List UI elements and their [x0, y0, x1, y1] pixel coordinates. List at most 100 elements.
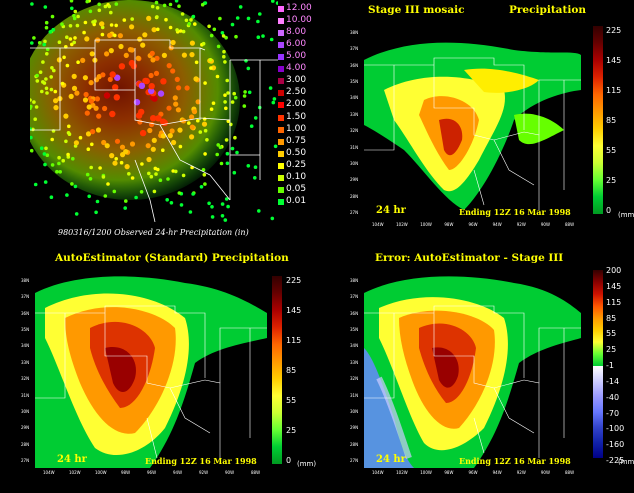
observed-scale-swatch: [278, 18, 284, 25]
error-colorbar-negative: [593, 366, 603, 458]
stage3-ending: Ending 12Z 16 Mar 1998: [459, 207, 571, 217]
stage3-scale-label: 225: [606, 26, 622, 35]
latitude-label: 31N: [350, 392, 359, 398]
gauge-observation-dot: [162, 3, 167, 8]
gauge-observation-dot: [95, 199, 100, 204]
gauge-observation-dot: [88, 177, 93, 181]
gauge-observation-dot: [201, 168, 206, 172]
gauge-observation-dot: [129, 141, 136, 147]
gauge-observation-dot: [201, 121, 208, 127]
gauge-observation-dot: [30, 148, 34, 153]
longitude-label: 90W: [540, 222, 550, 227]
latitude-label: 29N: [21, 425, 30, 431]
latitude-label: 37N: [21, 294, 30, 300]
gauge-observation-dot: [73, 9, 78, 14]
gauge-observation-dot: [129, 47, 135, 53]
gauge-observation-dot: [63, 113, 69, 119]
gauge-observation-dot: [203, 182, 207, 186]
gauge-observation-dot: [99, 21, 105, 27]
gauge-observation-dot: [74, 212, 79, 216]
gauge-observation-dot: [90, 129, 96, 135]
error-map: 24 hr Ending 12Z 16 Mar 1998: [364, 268, 581, 468]
gauge-observation-dot: [72, 40, 76, 45]
longitude-label: 98W: [444, 222, 454, 227]
gauge-observation-dot: [103, 4, 108, 9]
gauge-observation-dot: [134, 195, 138, 200]
gauge-observation-dot: [221, 34, 226, 38]
gauge-observation-dot: [30, 98, 32, 102]
gauge-observation-dot: [45, 91, 49, 95]
gauge-observation-dot: [210, 215, 215, 219]
gauge-observation-dot: [223, 93, 227, 97]
gauge-observation-dot: [71, 85, 78, 91]
latitude-label: 32N: [21, 376, 30, 382]
gauge-observation-dot: [193, 22, 197, 26]
gauge-observation-dot: [94, 96, 100, 102]
gauge-observation-dot: [230, 146, 235, 151]
latitude-label: 28N: [350, 193, 359, 199]
gauge-observation-dot: [229, 122, 233, 127]
gauge-observation-dot: [88, 80, 94, 86]
longitude-label: 104W: [372, 222, 384, 227]
gauge-observation-dot: [271, 100, 276, 105]
gauge-observation-dot: [113, 33, 117, 38]
gauge-observation-dot: [43, 39, 47, 44]
gauge-observation-dot: [235, 16, 240, 20]
observed-scale-label: 0.75: [286, 135, 307, 146]
longitude-label: 94W: [492, 222, 502, 227]
gauge-observation-dot: [165, 198, 169, 202]
latitude-label: 38N: [350, 278, 359, 283]
gauge-observation-dot: [269, 37, 274, 42]
stage3-colorbar: [593, 26, 603, 214]
observed-scale-swatch: [278, 66, 284, 73]
gauge-observation-dot: [30, 104, 33, 109]
latitude-label: 38N: [350, 30, 359, 35]
gauge-observation-dot: [100, 72, 106, 78]
latitude-label: 34N: [350, 343, 359, 349]
gauge-observation-dot: [195, 99, 201, 105]
gauge-observation-dot: [140, 162, 144, 166]
gauge-observation-dot: [151, 27, 157, 33]
gauge-observation-dot: [184, 18, 189, 23]
gauge-observation-dot: [30, 2, 34, 6]
gauge-observation-dot: [170, 68, 176, 74]
gauge-observation-dot: [193, 76, 199, 82]
gauge-observation-dot: [149, 174, 154, 179]
latitude-label: 29N: [350, 177, 359, 183]
gauge-observation-dot: [62, 55, 66, 60]
gauge-observation-dot: [175, 28, 179, 32]
gauge-observation-dot: [224, 35, 228, 40]
gauge-observation-dot: [234, 34, 238, 39]
observed-scale-label: 2.50: [286, 87, 307, 98]
gauge-observation-dot: [33, 117, 37, 121]
gauge-observation-dot: [149, 50, 155, 57]
gauge-observation-dot: [75, 23, 80, 28]
stage3-scale-label: 145: [606, 56, 622, 65]
gauge-observation-dot: [224, 197, 229, 201]
latitude-label: 30N: [21, 408, 30, 414]
latitude-label: 33N: [21, 359, 30, 365]
error-scale-label: -100: [606, 424, 625, 434]
gauge-observation-dot: [154, 172, 158, 176]
error-scale-label: -1: [606, 361, 614, 370]
latitude-label: 30N: [350, 160, 359, 166]
gauge-observation-dot: [60, 81, 65, 86]
gauge-observation-dot: [243, 90, 247, 94]
observed-map: [30, 0, 278, 222]
gauge-observation-dot: [97, 2, 101, 7]
observed-scale-swatch: [278, 138, 284, 145]
gauge-observation-dot: [97, 8, 102, 13]
gauge-observation-dot: [84, 36, 90, 42]
gauge-observation-dot: [133, 99, 141, 106]
gauge-observation-dot: [88, 98, 94, 104]
gauge-observation-dot: [137, 36, 143, 42]
gauge-observation-dot: [168, 2, 173, 7]
gauge-observation-dot: [272, 97, 277, 101]
gauge-observation-dot: [218, 145, 223, 150]
gauge-observation-dot: [85, 0, 89, 4]
gauge-observation-dot: [225, 78, 229, 83]
gauge-observation-dot: [226, 91, 230, 95]
gauge-observation-dot: [34, 105, 39, 109]
gauge-observation-dot: [123, 52, 129, 59]
longitude-label: 92W: [516, 222, 526, 227]
